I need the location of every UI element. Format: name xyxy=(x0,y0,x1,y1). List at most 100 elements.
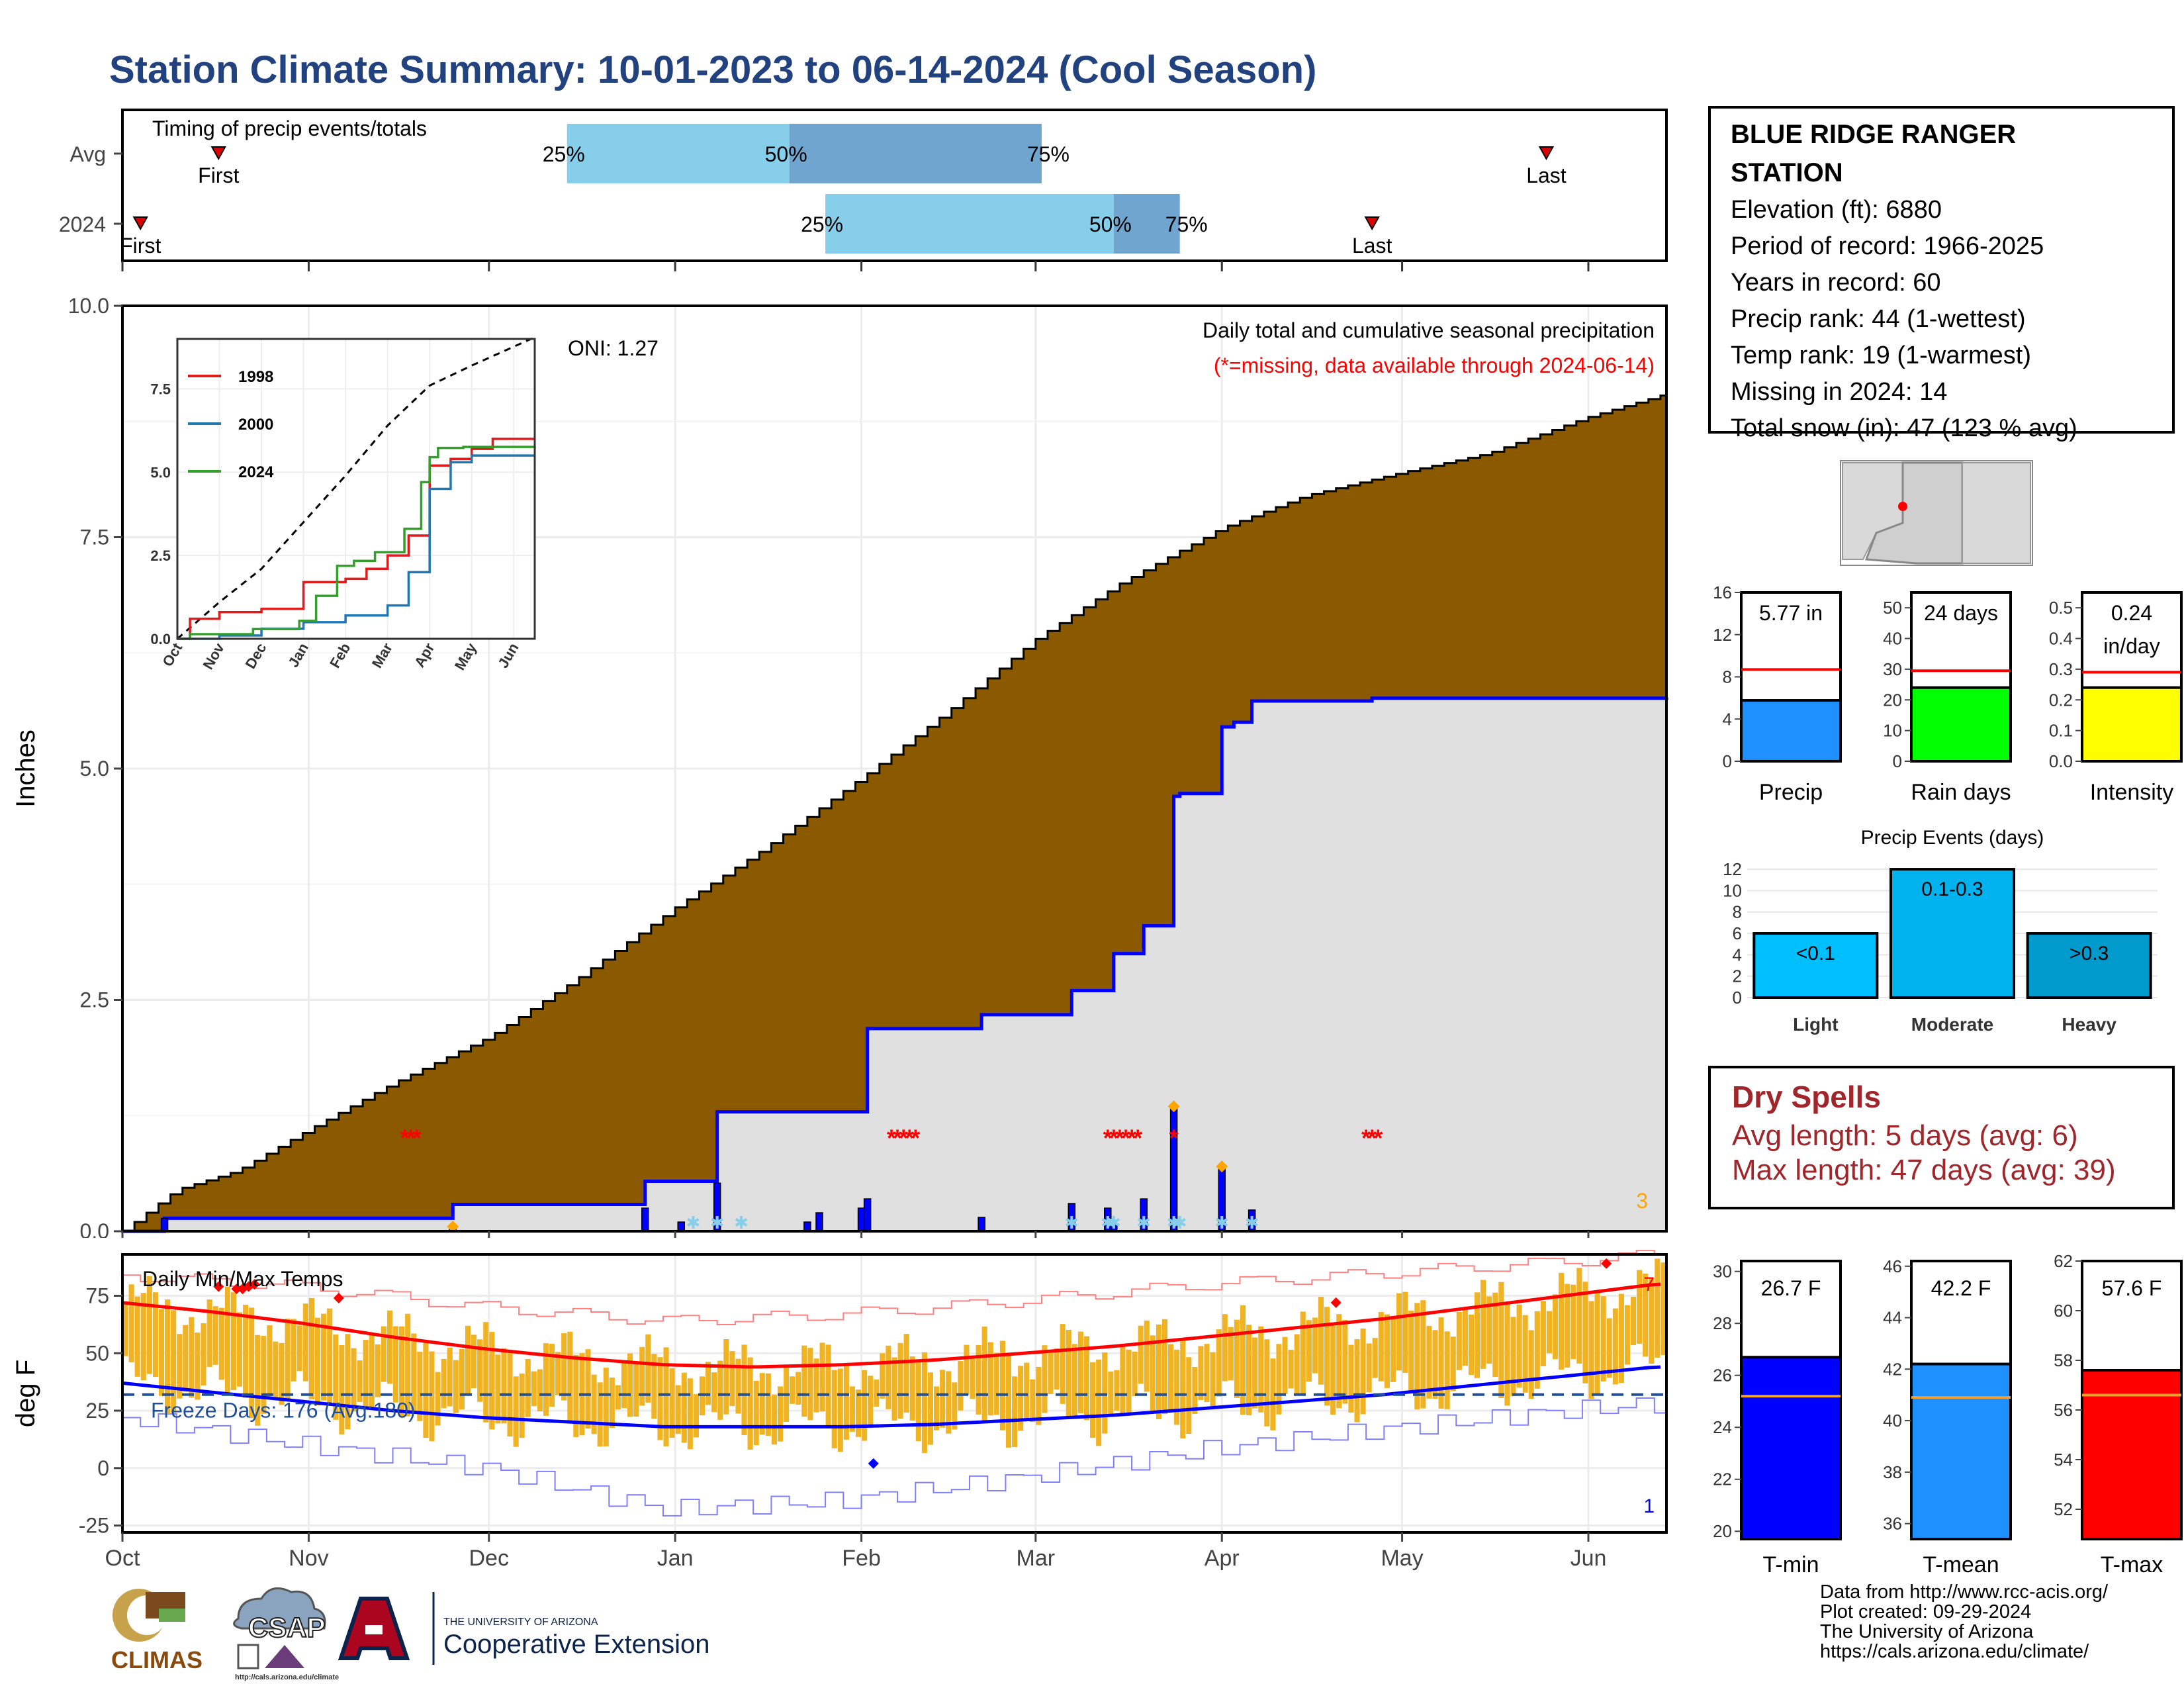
tstat-y-tick-label: 38 xyxy=(1883,1462,1902,1482)
daily-temp-bar xyxy=(843,1364,849,1440)
daily-temp-bar xyxy=(958,1361,964,1411)
record-daily-marker xyxy=(1216,1160,1228,1173)
daily-temp-bar xyxy=(1192,1366,1198,1414)
record-high-marker xyxy=(249,1279,260,1290)
missing-marker: * xyxy=(1127,1124,1136,1151)
timing-last-label: Last xyxy=(1526,164,1567,187)
missing-marker: * xyxy=(1361,1124,1371,1151)
daily-temp-bar xyxy=(1330,1324,1336,1415)
stat-value-label: 0.24 xyxy=(2111,601,2152,625)
daily-temp-bar xyxy=(1048,1352,1054,1395)
stat-y-tick-label: 16 xyxy=(1713,583,1732,602)
dry-spells-panel: Dry Spells Avg length: 5 days (avg: 6) M… xyxy=(1708,1066,2175,1209)
inset-frame xyxy=(176,338,536,640)
daily-temp-bar xyxy=(717,1360,723,1420)
daily-temp-bar xyxy=(429,1351,435,1442)
daily-temp-bar xyxy=(122,1302,128,1356)
daily-temp-bar xyxy=(1553,1294,1559,1360)
daily-temp-bar xyxy=(1108,1371,1114,1416)
daily-temp-bar xyxy=(1012,1376,1018,1448)
tstat-y-tick-label: 36 xyxy=(1883,1514,1902,1534)
tstat-y-tick-label: 24 xyxy=(1713,1417,1732,1437)
daily-temp-bar xyxy=(1288,1350,1294,1389)
inset-y-tick-label: 2.5 xyxy=(150,547,171,564)
missing-marker: * xyxy=(1103,1124,1113,1151)
daily-temp-bar xyxy=(1348,1344,1354,1413)
station-period: Period of record: 1966-2025 xyxy=(1731,232,2044,260)
daily-temp-bar xyxy=(267,1325,273,1399)
inset-legend-label: 2024 xyxy=(238,463,274,481)
daily-temp-bar xyxy=(627,1353,633,1417)
timing-bar-50-75 xyxy=(1113,194,1180,254)
credits-line4: https://cals.arizona.edu/climate/ xyxy=(1820,1641,2089,1662)
daily-temp-bar xyxy=(387,1310,393,1384)
daily-temp-bar xyxy=(1576,1268,1582,1364)
missing-marker: * xyxy=(400,1124,410,1151)
oni-label: ONI: 1.27 xyxy=(568,336,659,360)
daily-temp-bar xyxy=(765,1373,771,1436)
daily-temp-bar xyxy=(369,1333,375,1409)
daily-temp-bar xyxy=(1318,1297,1324,1385)
station-missing: Missing in 2024: 14 xyxy=(1731,378,1948,406)
daily-temp-bar xyxy=(1054,1348,1060,1390)
daily-temp-bar xyxy=(747,1357,753,1450)
daily-temp-bar xyxy=(1096,1359,1102,1446)
daily-temp-bar xyxy=(981,1327,987,1421)
snow-marker: ✱ xyxy=(1173,1213,1187,1233)
credits-line1: Data from http://www.rcc-acis.org/ xyxy=(1820,1581,2109,1603)
missing-marker: * xyxy=(1373,1124,1383,1151)
daily-temp-bar xyxy=(1438,1317,1444,1409)
daily-temp-bar xyxy=(880,1353,886,1399)
daily-temp-bar xyxy=(723,1338,729,1415)
daily-temp-bar xyxy=(759,1373,765,1435)
daily-temp-bar xyxy=(1570,1284,1576,1360)
station-info-panel: BLUE RIDGE RANGER STATION Elevation (ft):… xyxy=(1708,106,2175,442)
daily-temp-bar xyxy=(435,1372,441,1426)
daily-temp-bar xyxy=(339,1344,345,1434)
daily-temp-bar xyxy=(495,1354,501,1424)
station-temp-rank: Temp rank: 19 (1-warmest) xyxy=(1731,342,2032,369)
inset-bg xyxy=(177,339,535,639)
daily-temp-bar xyxy=(1384,1314,1390,1388)
inset-y-tick-label: 7.5 xyxy=(150,381,171,398)
daily-temp-bar xyxy=(1649,1278,1655,1364)
daily-temp-bar xyxy=(1077,1331,1083,1413)
daily-temp-bar xyxy=(1228,1327,1234,1381)
daily-temp-bar xyxy=(1637,1270,1643,1344)
snow-marker: ✱ xyxy=(1245,1213,1259,1233)
snow-marker: ✱ xyxy=(1214,1213,1229,1233)
daily-temp-bar xyxy=(405,1313,411,1417)
daily-temp-bar xyxy=(308,1297,314,1399)
timing-bar-25-50 xyxy=(825,194,1114,254)
daily-temp-bar xyxy=(1504,1303,1510,1406)
daily-temp-bar xyxy=(1222,1314,1228,1382)
daily-temp-bar xyxy=(831,1370,837,1448)
daily-temp-bar xyxy=(483,1322,489,1423)
tstat-y-tick-label: 44 xyxy=(1883,1308,1902,1328)
daily-temp-bar xyxy=(790,1376,796,1404)
daily-temp-bar xyxy=(1150,1335,1156,1411)
inset-y-tick-label: 0.0 xyxy=(150,631,171,647)
daily-temp-bar xyxy=(158,1309,165,1396)
events-bar-heavy xyxy=(2026,932,2152,999)
daily-temp-bar xyxy=(1216,1329,1222,1397)
daily-temp-bar xyxy=(1600,1296,1606,1382)
daily-temp-bar xyxy=(796,1372,801,1405)
tstat-value-label: 26.7 F xyxy=(1761,1276,1821,1300)
daily-temp-bar xyxy=(1144,1320,1150,1392)
daily-temp-bar xyxy=(921,1352,927,1454)
daily-temp-bar xyxy=(279,1342,285,1405)
daily-temp-bar xyxy=(1174,1349,1180,1425)
daily-temp-bar xyxy=(1210,1352,1216,1407)
daily-temp-bar xyxy=(1408,1310,1414,1393)
daily-temp-bar xyxy=(1300,1311,1306,1395)
missing-marker: * xyxy=(412,1124,422,1151)
stat-y-tick-label: 8 xyxy=(1723,667,1732,687)
daily-temp-bar xyxy=(970,1355,976,1399)
daily-temp-bar xyxy=(1030,1379,1036,1423)
daily-temp-bar xyxy=(1534,1311,1540,1389)
daily-temp-bar xyxy=(1618,1293,1624,1383)
daily-temp-bar xyxy=(1582,1282,1588,1383)
daily-temp-bar xyxy=(705,1362,711,1405)
events-category-label: Moderate xyxy=(1911,1014,1993,1035)
